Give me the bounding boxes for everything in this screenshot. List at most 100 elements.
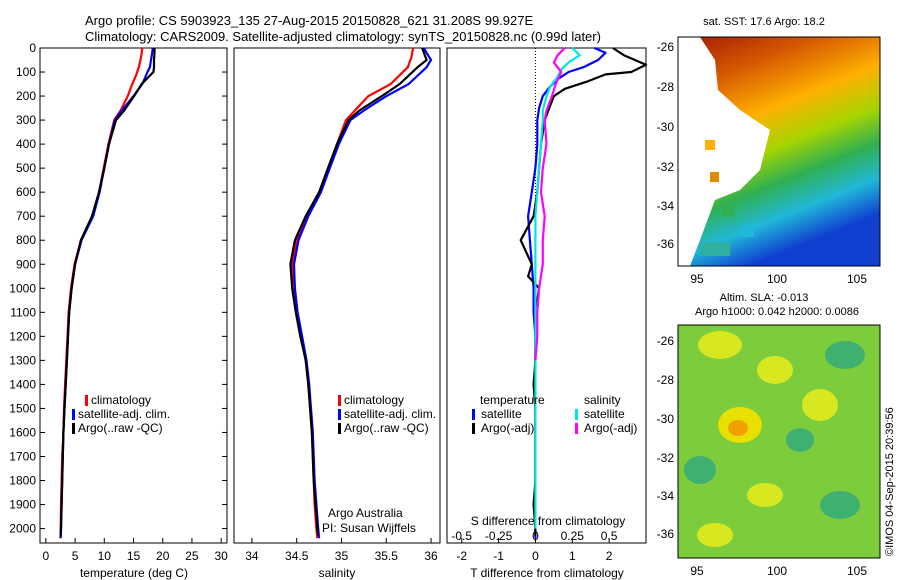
legend-swatch-t-satellite xyxy=(472,409,475,420)
t-difference-label: T difference from climatology xyxy=(470,566,624,580)
sla-ytick: -32 xyxy=(657,451,675,465)
legend-label-argo: Argo(..raw -QC) xyxy=(344,421,429,435)
depth-tick-label: 1800 xyxy=(9,474,36,488)
depth-tick-label: 1500 xyxy=(9,401,36,415)
s-tick-label: 0.25 xyxy=(561,529,585,543)
depth-tick-label: 300 xyxy=(16,113,36,127)
sst-xtick: 95 xyxy=(690,272,704,286)
difference-legend: temperature salinity satellite Argo(-adj… xyxy=(472,393,637,435)
depth-tick-label: 1100 xyxy=(10,305,36,319)
x-tick-label: 1 xyxy=(569,549,576,563)
header-line-2: Climatology: CARS2009. Satellite-adjuste… xyxy=(85,29,601,44)
sst-ytick: -36 xyxy=(657,237,675,251)
legend-label-satellite: satellite-adj. clim. xyxy=(78,407,170,421)
depth-tick-label: 600 xyxy=(16,185,36,199)
sla-ytick: -26 xyxy=(657,334,675,348)
legend-swatch-argo xyxy=(72,423,75,434)
sla-anomaly xyxy=(747,483,783,507)
salinity-x-label: salinity xyxy=(319,566,356,580)
sla-anomaly xyxy=(820,491,860,519)
x-tick-label: 34.5 xyxy=(285,549,309,563)
annotation-pi: PI: Susan Wijffels xyxy=(322,521,416,535)
header-line-1: Argo profile: CS 5903923_135 27-Aug-2015… xyxy=(85,13,533,28)
sla-anomaly xyxy=(698,331,742,359)
legend-salinity-title: salinity xyxy=(584,393,621,407)
legend-swatch-s-satellite xyxy=(575,409,578,420)
salinity-panel: 34 34.5 35 35.5 36 salinity climatology sate… xyxy=(233,47,441,580)
temperature-plot-frame xyxy=(39,47,228,544)
sla-anomaly xyxy=(757,356,793,384)
legend-label-climatology: climatology xyxy=(344,393,404,407)
sst-y-axis: -26 -28 -30 -32 -34 -36 xyxy=(657,40,675,251)
legend-label-t-argo: Argo(-adj) xyxy=(481,421,534,435)
depth-tick-label: 0 xyxy=(29,41,36,55)
legend-label-t-satellite: satellite xyxy=(481,407,522,421)
sla-anomaly xyxy=(786,428,814,452)
sst-ytick: -34 xyxy=(657,199,675,213)
difference-plot-frame xyxy=(446,47,647,544)
depth-tick-label: 1400 xyxy=(9,377,36,391)
legend-swatch-climatology xyxy=(338,395,341,406)
legend-swatch-satellite xyxy=(72,409,75,420)
depth-tick-label: 200 xyxy=(16,89,36,103)
temperature-x-axis: 0 5 10 15 20 25 30 xyxy=(43,538,228,563)
legend-label-climatology: climatology xyxy=(91,393,151,407)
x-tick-label: 30 xyxy=(214,549,228,563)
x-tick-label: 5 xyxy=(72,549,79,563)
temperature-series xyxy=(59,47,156,539)
x-tick-label: -1 xyxy=(493,549,504,563)
salinity-series xyxy=(289,47,433,539)
difference-series xyxy=(519,46,648,539)
x-tick-label: 20 xyxy=(156,549,170,563)
sst-patch xyxy=(705,140,715,150)
sla-ytick: -28 xyxy=(657,373,675,387)
temperature-legend: climatology satellite-adj. clim. Argo(..… xyxy=(72,393,170,435)
salinity-x-axis: 34 34.5 35 35.5 36 xyxy=(245,538,438,563)
salinity-legend: climatology satellite-adj. clim. Argo(..… xyxy=(338,393,436,435)
sla-xtick: 100 xyxy=(767,564,787,578)
legend-temperature-title: temperature xyxy=(480,393,545,407)
sla-map-frame xyxy=(677,324,881,559)
sst-patch xyxy=(710,172,719,182)
s-difference-label: S difference from climatology xyxy=(471,514,626,528)
x-tick-label: 36 xyxy=(424,549,438,563)
s-tick-label: -0.25 xyxy=(485,529,513,543)
sla-anomaly xyxy=(825,341,865,369)
sla-xtick: 105 xyxy=(847,564,867,578)
legend-swatch-s-argo xyxy=(575,423,578,434)
legend-swatch-climatology xyxy=(85,395,88,406)
depth-tick-label: 1200 xyxy=(9,329,36,343)
sla-anomaly xyxy=(728,420,748,436)
series-line xyxy=(59,48,156,536)
x-tick-label: 35.5 xyxy=(375,549,399,563)
sla-anomaly xyxy=(697,523,733,547)
depth-axis: 0 100 200 300 400 500 600 700 800 900 1000 1100 1200… xyxy=(9,41,227,536)
depth-tick-label: 1600 xyxy=(9,425,36,439)
s-tick-label: -0.5 xyxy=(451,529,472,543)
sla-ytick: -34 xyxy=(657,489,675,503)
sst-patch xyxy=(740,225,754,237)
legend-swatch-argo xyxy=(338,423,341,434)
x-tick-label: -2 xyxy=(456,549,467,563)
depth-tick-label: 1300 xyxy=(9,353,36,367)
legend-label-s-argo: Argo(-adj) xyxy=(584,421,637,435)
sst-map-frame xyxy=(677,36,881,267)
sst-xtick: 105 xyxy=(847,272,867,286)
salinity-plot-frame xyxy=(233,47,441,544)
legend-swatch-t-argo xyxy=(472,423,475,434)
sla-map-title-1: Altim. SLA: -0.013 xyxy=(720,292,809,304)
sla-x-axis: 95 100 105 xyxy=(690,564,867,578)
sla-y-axis: -26 -28 -30 -32 -34 -36 xyxy=(657,334,675,541)
sst-patch xyxy=(700,242,730,256)
sst-xtick: 100 xyxy=(767,272,787,286)
sst-patch xyxy=(722,205,734,217)
legend-swatch-satellite xyxy=(338,409,341,420)
annotation-institution: Argo Australia xyxy=(328,506,403,520)
sst-ytick: -32 xyxy=(657,160,675,174)
x-tick-label: 15 xyxy=(127,549,141,563)
x-tick-label: 0 xyxy=(43,549,50,563)
temperature-panel: 0100200300400500600700800900100011001200… xyxy=(9,41,228,580)
sla-ytick: -30 xyxy=(657,412,675,426)
difference-panel: -2 -1 0 1 2 -0.5 -0.25 0 0.25 0.5 S difference f… xyxy=(446,46,648,580)
